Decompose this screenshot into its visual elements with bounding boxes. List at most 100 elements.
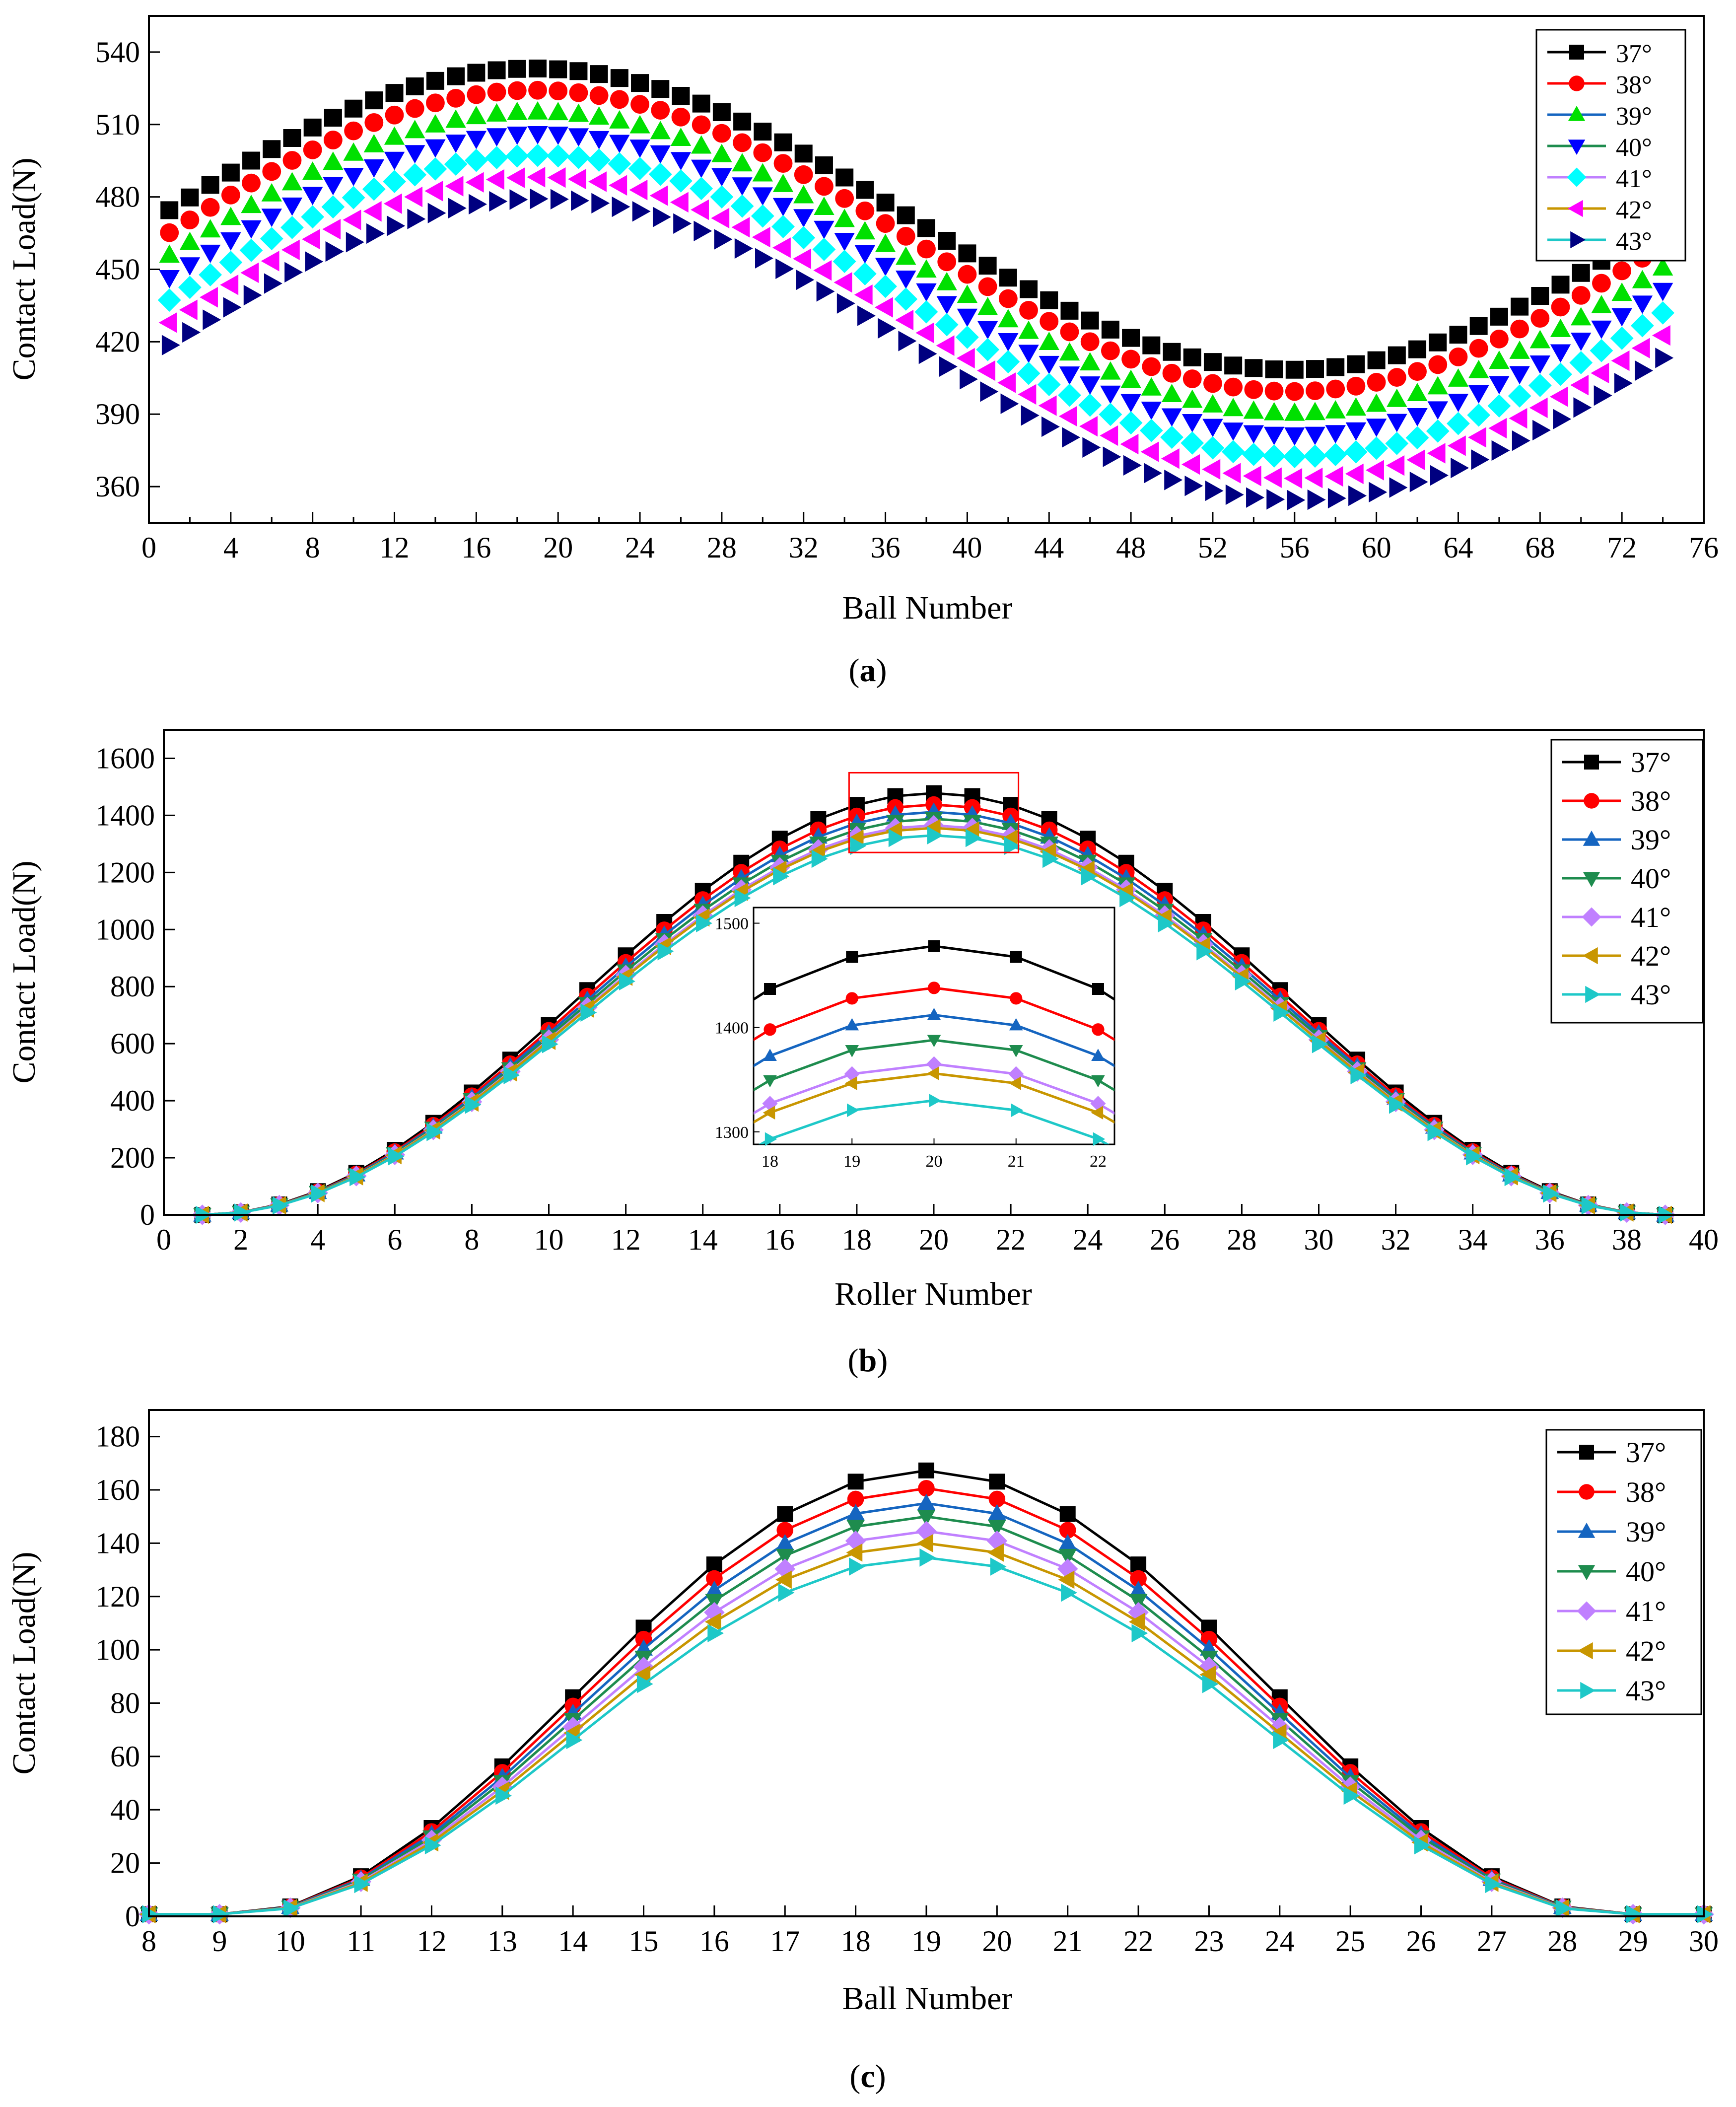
inset-x-tick-label: 19 xyxy=(843,1152,860,1171)
legend-item: 42° xyxy=(1557,1635,1666,1667)
data-point xyxy=(467,85,486,104)
data-point xyxy=(1004,837,1021,855)
data-point xyxy=(503,1066,520,1084)
data-point xyxy=(425,139,446,158)
data-point xyxy=(1142,336,1161,354)
x-tick-label: 28 xyxy=(707,531,737,564)
data-point xyxy=(591,193,610,214)
data-point xyxy=(1610,326,1634,350)
data-point xyxy=(876,193,895,211)
data-point xyxy=(234,1203,251,1222)
data-point xyxy=(1449,347,1468,366)
legend: 37° 38° 39° 40° 41° 42° 43° xyxy=(1535,29,1686,262)
data-point xyxy=(1344,440,1368,464)
data-point xyxy=(1245,359,1263,377)
legend-label: 39° xyxy=(1631,824,1671,856)
data-point xyxy=(772,237,791,258)
inset-data-point xyxy=(928,940,940,952)
data-point xyxy=(1387,368,1406,387)
data-point xyxy=(495,1786,512,1805)
data-point xyxy=(896,226,915,246)
data-point xyxy=(466,106,487,125)
data-point xyxy=(1000,393,1019,414)
data-point xyxy=(363,134,385,152)
data-point xyxy=(1386,455,1405,476)
legend-label: 37° xyxy=(1626,1436,1666,1469)
data-point xyxy=(1059,366,1080,385)
data-point xyxy=(1202,1675,1219,1693)
data-point xyxy=(1201,436,1225,460)
data-point xyxy=(650,121,671,140)
data-point xyxy=(609,135,630,153)
x-tick-label: 44 xyxy=(1034,531,1064,564)
data-point xyxy=(282,151,302,170)
data-point xyxy=(857,305,876,326)
inset-data-point xyxy=(845,1018,859,1031)
data-point xyxy=(691,199,709,220)
inset-data-point xyxy=(1010,951,1022,963)
inset-data-point xyxy=(1009,1018,1023,1031)
data-point xyxy=(1307,489,1326,510)
y-tick-label: 0 xyxy=(125,1900,140,1933)
data-point xyxy=(856,181,874,199)
series-line xyxy=(149,1502,1704,1916)
legend-label: 40° xyxy=(1616,134,1652,162)
data-point xyxy=(706,1570,723,1587)
data-point xyxy=(987,1543,1004,1562)
data-point xyxy=(281,197,303,216)
data-point xyxy=(1389,477,1408,498)
y-tick-label: 20 xyxy=(110,1847,140,1880)
data-point xyxy=(755,248,773,269)
x-tick-label: 18 xyxy=(842,1223,872,1256)
series-line xyxy=(149,1487,1704,1916)
data-point xyxy=(424,181,443,202)
data-point xyxy=(956,325,979,349)
y-tick-label: 400 xyxy=(110,1084,155,1117)
data-point xyxy=(672,86,690,105)
legend-label: 43° xyxy=(1626,1675,1666,1707)
y-tick-label: 100 xyxy=(95,1633,140,1666)
series-41deg xyxy=(139,1521,1714,1925)
data-point xyxy=(1591,362,1609,384)
data-point xyxy=(608,152,631,176)
legend-label: 39° xyxy=(1626,1516,1666,1548)
data-point xyxy=(1573,397,1592,418)
data-point xyxy=(670,128,692,146)
x-tick-label: 8 xyxy=(141,1925,156,1958)
data-point xyxy=(362,177,386,201)
data-point xyxy=(1323,443,1347,466)
data-point xyxy=(242,173,261,193)
data-point xyxy=(1551,297,1570,317)
data-point xyxy=(580,1003,597,1022)
data-point xyxy=(771,215,795,238)
legend-item: 42° xyxy=(1562,940,1671,972)
y-tick-label: 450 xyxy=(95,253,140,286)
x-tick-label: 40 xyxy=(1689,1223,1719,1256)
data-point xyxy=(321,195,345,219)
legend-swatch-marker xyxy=(1583,947,1598,965)
data-point xyxy=(1058,1570,1075,1589)
data-point xyxy=(1221,440,1245,464)
y-tick-label: 0 xyxy=(140,1198,155,1231)
data-point xyxy=(1549,386,1568,407)
data-point xyxy=(387,215,406,236)
data-point xyxy=(505,144,529,168)
data-point xyxy=(965,829,982,847)
y-axis-label: Contact Load(N) xyxy=(6,1551,42,1774)
data-point xyxy=(1509,341,1530,359)
data-point xyxy=(212,1905,229,1924)
data-point xyxy=(1414,1836,1431,1855)
data-point xyxy=(1160,425,1183,449)
data-point xyxy=(1060,322,1079,342)
data-point xyxy=(1039,355,1059,374)
data-point xyxy=(691,135,712,154)
data-point xyxy=(634,1665,651,1684)
caption-close: ) xyxy=(876,652,887,689)
inset-data-point xyxy=(763,1075,777,1088)
data-point xyxy=(1059,1506,1076,1522)
data-point xyxy=(241,220,262,239)
data-point xyxy=(465,172,484,193)
legend-swatch-marker xyxy=(1569,75,1585,91)
data-point xyxy=(855,201,875,220)
data-point xyxy=(1181,454,1200,475)
